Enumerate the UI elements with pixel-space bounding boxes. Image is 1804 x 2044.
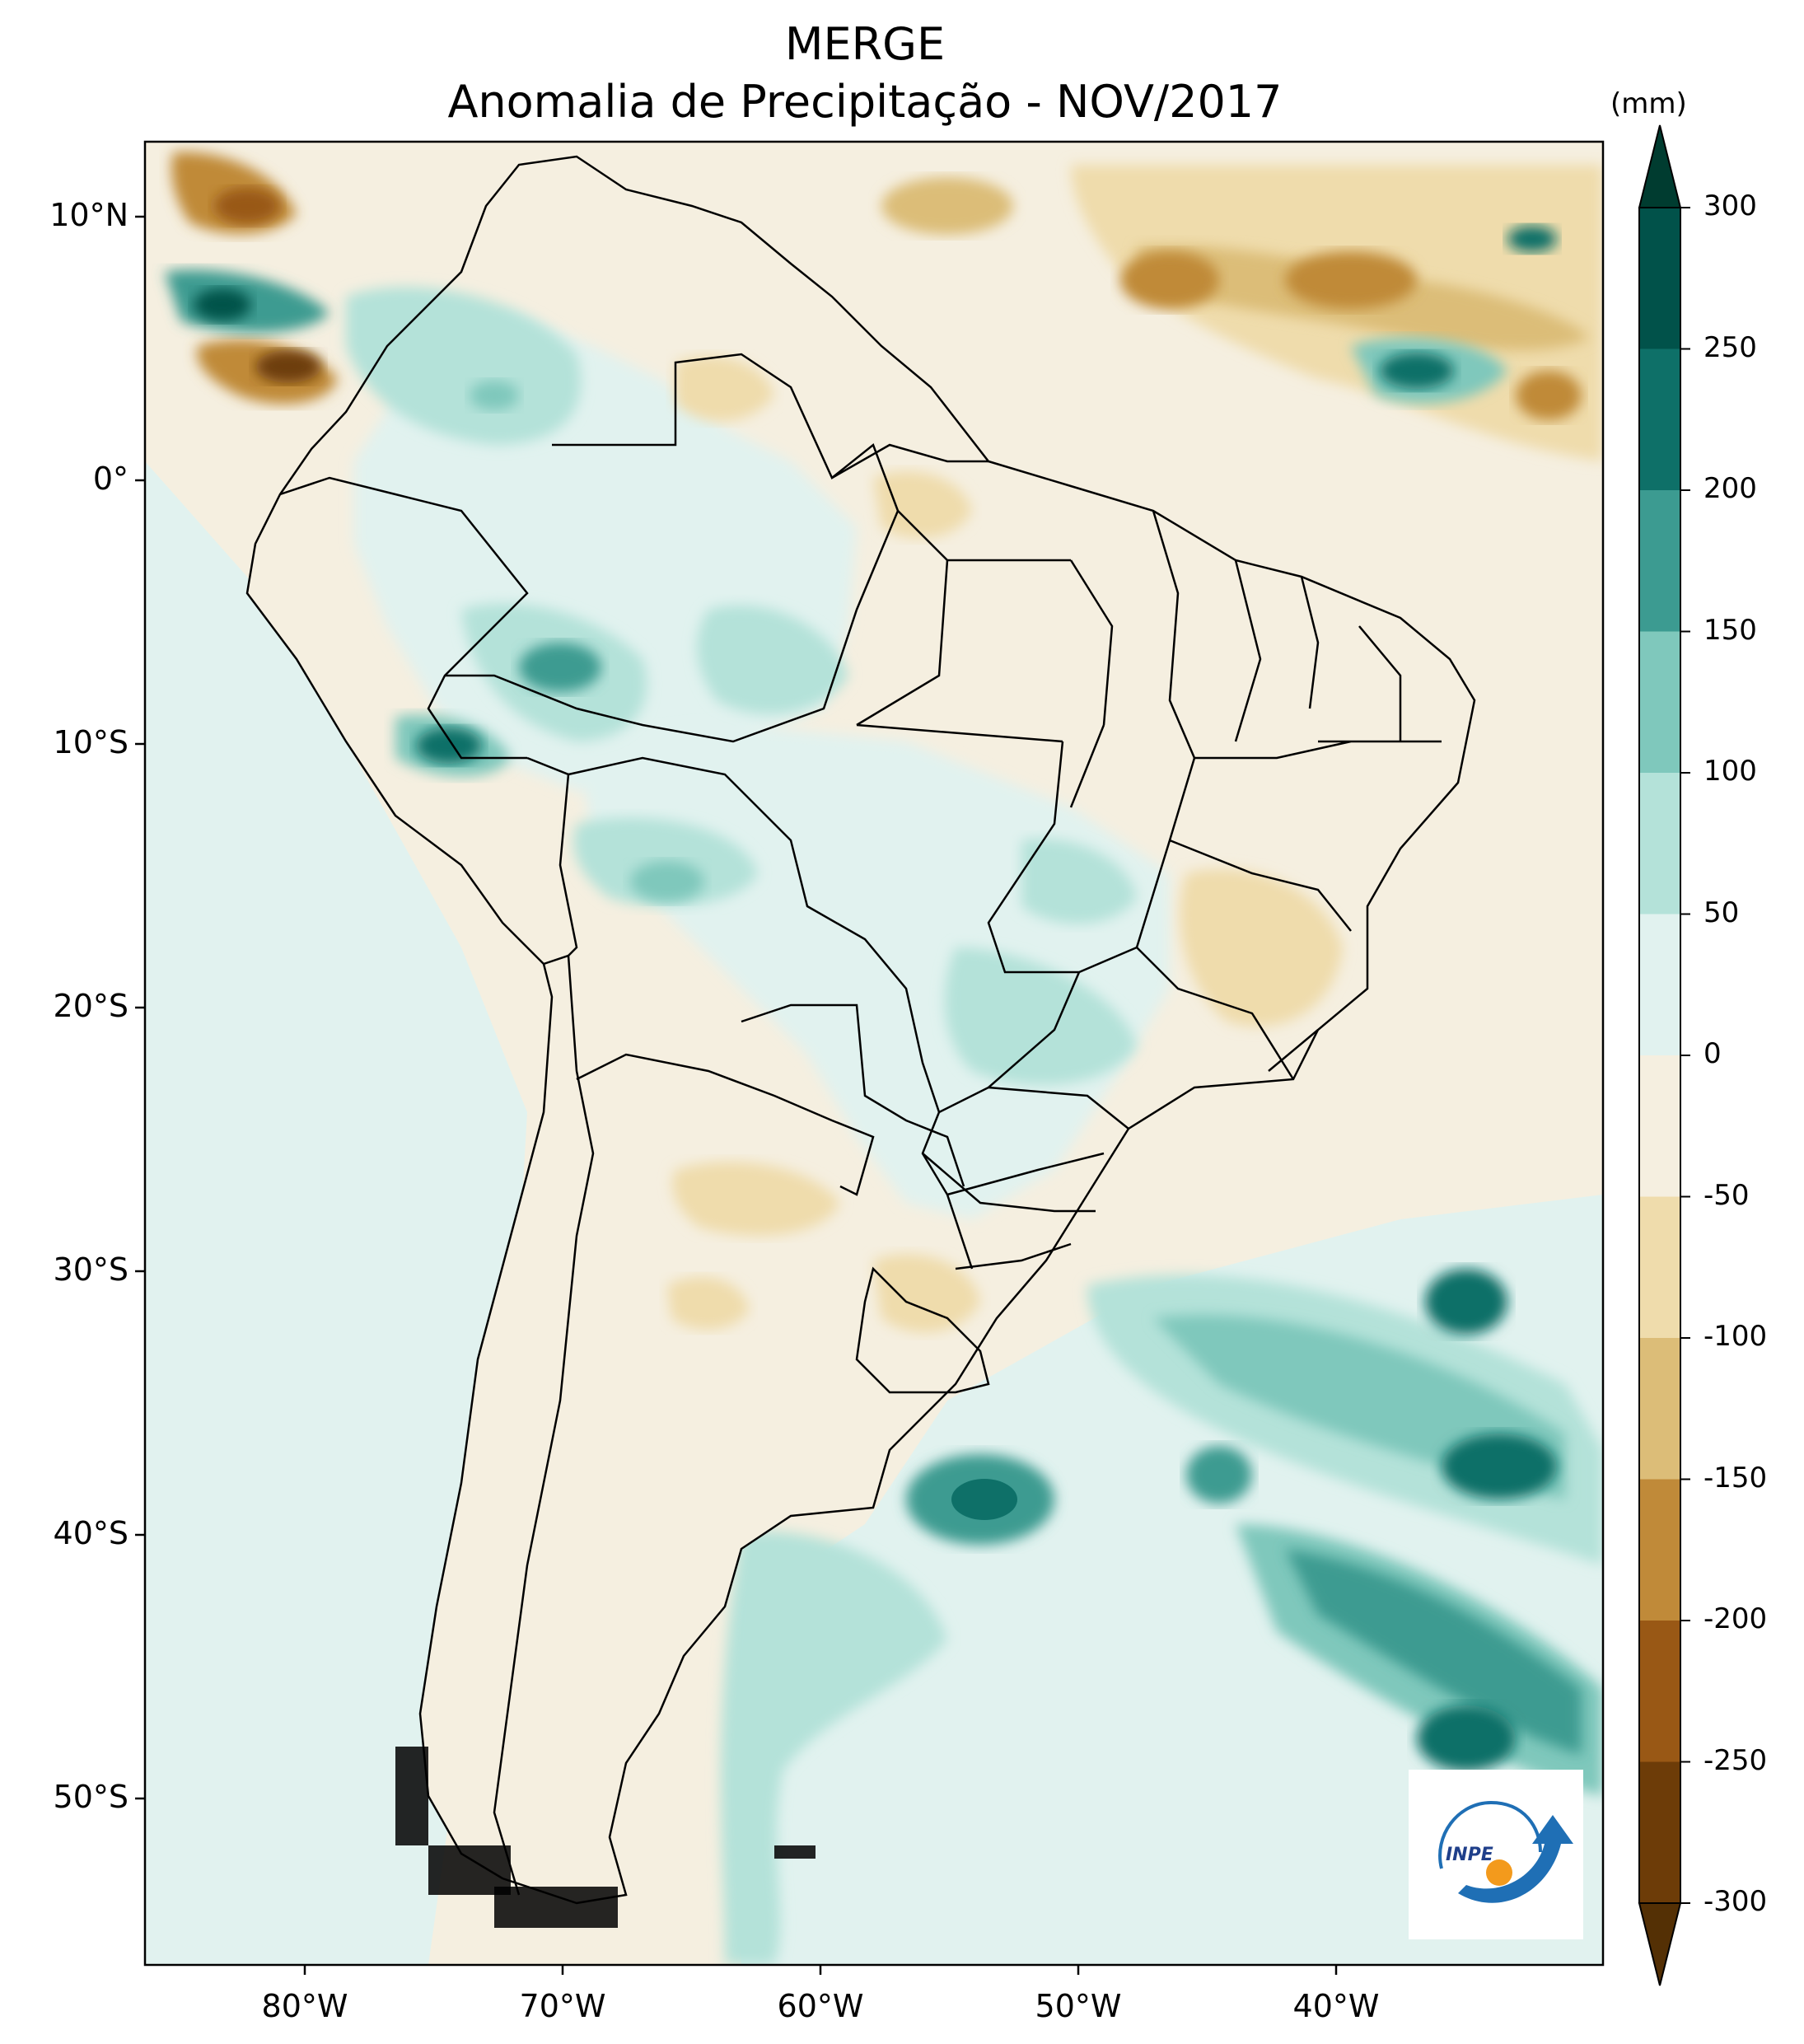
map-title: MERGE bbox=[784, 18, 946, 70]
goias-cell bbox=[1021, 839, 1137, 924]
logo-sun-icon bbox=[1486, 1859, 1512, 1886]
logo-arrow-icon bbox=[1458, 1815, 1573, 1903]
lat-tick-label: 30°S bbox=[53, 1251, 129, 1288]
amazon-east-cell bbox=[697, 605, 848, 714]
patagonia-offshore-positive bbox=[721, 1531, 947, 1965]
pacific-positive-region bbox=[145, 461, 527, 1965]
colorbar-extend-top bbox=[1638, 124, 1682, 208]
chile-argentina-border bbox=[493, 954, 595, 1896]
colorbar-tick-label: 100 bbox=[1704, 755, 1757, 788]
lon-tick-label: 50°W bbox=[1035, 1988, 1122, 2024]
atlantic-negative-core-2 bbox=[1285, 251, 1417, 309]
inpe-logo: INPE bbox=[1409, 1770, 1583, 1939]
lat-tick-label: 0° bbox=[92, 461, 129, 497]
uruguay-negative bbox=[873, 1254, 980, 1333]
colorbar-tick-label: -100 bbox=[1704, 1320, 1768, 1353]
brazil-states-northeast bbox=[1152, 510, 1442, 760]
para-negative bbox=[873, 471, 972, 539]
colorbar-extend-bottom bbox=[1638, 1902, 1682, 1986]
colorbar-band bbox=[1639, 208, 1680, 349]
atlantic-negative-core-3 bbox=[881, 177, 1013, 235]
colorbar-band bbox=[1639, 490, 1680, 632]
lon-tick-label: 60°W bbox=[777, 1988, 864, 2024]
bolivia-cell-core bbox=[630, 861, 704, 902]
atlantic-positive-cell-2 bbox=[1507, 226, 1557, 252]
colorbar-band bbox=[1639, 631, 1680, 774]
atlantic-positive-cell-core bbox=[1380, 353, 1454, 389]
atlantic-negative-core-4 bbox=[1516, 371, 1582, 420]
south-atlantic-band-2-core bbox=[1285, 1549, 1582, 1755]
bolivia-paraguay-border bbox=[741, 1003, 965, 1187]
peru-bolivia-border bbox=[526, 756, 578, 957]
lat-tick-label: 10°N bbox=[49, 197, 129, 233]
colorbar-tick-label: 300 bbox=[1704, 189, 1757, 222]
brazil-states-south bbox=[922, 1152, 1105, 1270]
colorbar-tick-label: 250 bbox=[1704, 330, 1757, 364]
atlantic-cell-b bbox=[1442, 1434, 1557, 1499]
argentina-north-border bbox=[576, 1053, 875, 1196]
lon-tick-label: 80°W bbox=[261, 1988, 348, 2024]
map-subtitle: Anomalia de Precipitação - NOV/2017 bbox=[447, 76, 1283, 128]
southern-archipelago bbox=[395, 1747, 816, 1928]
uruguay-outline bbox=[855, 1266, 990, 1394]
colorbar-tick-label: -50 bbox=[1704, 1178, 1750, 1212]
argentina-negative-2 bbox=[667, 1277, 750, 1330]
colorbar-band bbox=[1639, 1196, 1680, 1339]
logo-orbit-icon bbox=[1438, 1800, 1542, 1869]
argentina-negative-1 bbox=[672, 1162, 840, 1236]
colorbar-units: (mm) bbox=[1610, 87, 1687, 120]
atlantic-cell-e bbox=[1186, 1446, 1252, 1504]
colorbar-tick-label: -300 bbox=[1704, 1885, 1768, 1918]
atlantic-cell-d bbox=[1417, 1705, 1516, 1771]
brazil-states-central bbox=[938, 741, 1352, 1130]
lon-tick-label: 70°W bbox=[519, 1988, 606, 2024]
amazon-cell-1-core bbox=[519, 643, 601, 692]
colorbar-band bbox=[1639, 1055, 1680, 1197]
atlantic-negative-core-1 bbox=[1120, 251, 1219, 309]
colorbar-tick-label: -200 bbox=[1704, 1602, 1768, 1635]
colombia-positive bbox=[346, 287, 582, 445]
continent-outline bbox=[245, 155, 1476, 1905]
map-frame bbox=[143, 140, 1605, 1967]
atlantic-cell-a-core bbox=[951, 1479, 1017, 1520]
colorbar-band bbox=[1639, 1338, 1680, 1480]
lat-tick-label: 10°S bbox=[53, 724, 129, 760]
peru-cell-core bbox=[416, 727, 482, 764]
southeast-negative-region bbox=[1180, 868, 1343, 1027]
atlantic-cell-c bbox=[1425, 1269, 1507, 1335]
political-boundaries bbox=[245, 155, 1476, 1905]
colorbar-tick-label: 0 bbox=[1704, 1037, 1722, 1070]
colorbar-band bbox=[1639, 1621, 1680, 1762]
lat-ticks bbox=[135, 215, 145, 1800]
colombia-positive-core bbox=[470, 381, 519, 410]
colorbar-band bbox=[1639, 914, 1680, 1056]
colorbar-tick-label: 150 bbox=[1704, 613, 1757, 647]
brazil-states-north bbox=[831, 443, 1114, 808]
pacific-col-positive-core bbox=[194, 288, 251, 321]
colombia-negative-core bbox=[214, 188, 280, 224]
anomaly-field bbox=[145, 142, 1603, 1965]
lat-tick-label: 50°S bbox=[53, 1779, 129, 1815]
ecuador-colombia-border bbox=[279, 476, 529, 760]
logo-text: INPE bbox=[1446, 1845, 1493, 1865]
colorbar bbox=[1638, 124, 1690, 1986]
lon-tick-label: 40°W bbox=[1292, 1988, 1380, 2024]
colorbar-band bbox=[1639, 773, 1680, 914]
colorbar-band bbox=[1639, 348, 1680, 491]
lat-tick-label: 20°S bbox=[53, 988, 129, 1024]
colorbar-band bbox=[1639, 1479, 1680, 1621]
colorbar-tick-label: -250 bbox=[1704, 1743, 1768, 1777]
venezuela-negative bbox=[675, 356, 774, 422]
colorbar-band bbox=[1639, 1761, 1680, 1904]
brazil-south-border bbox=[568, 756, 974, 1270]
parana-cell bbox=[944, 947, 1137, 1085]
colorbar-tick-label: -150 bbox=[1704, 1461, 1768, 1494]
lat-tick-label: 40°S bbox=[53, 1515, 129, 1551]
colorbar-tick-label: 200 bbox=[1704, 472, 1757, 505]
pacific-col-negative-core bbox=[255, 350, 321, 383]
lon-ticks bbox=[303, 1965, 1338, 1975]
colorbar-tick-label: 50 bbox=[1704, 896, 1740, 929]
